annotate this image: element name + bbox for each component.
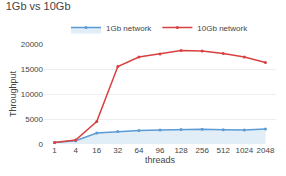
svg-text:256: 256 bbox=[196, 146, 210, 155]
svg-text:64: 64 bbox=[134, 146, 143, 155]
svg-text:1Gb vs 10Gb: 1Gb vs 10Gb bbox=[6, 0, 71, 12]
svg-text:16: 16 bbox=[92, 146, 101, 155]
svg-text:2048: 2048 bbox=[257, 146, 275, 155]
svg-text:threads: threads bbox=[145, 155, 176, 165]
svg-text:4: 4 bbox=[73, 146, 78, 155]
svg-text:10Gb network: 10Gb network bbox=[197, 24, 248, 33]
svg-text:512: 512 bbox=[217, 146, 231, 155]
svg-text:0: 0 bbox=[39, 140, 44, 149]
svg-text:5000: 5000 bbox=[25, 115, 43, 124]
svg-text:1: 1 bbox=[52, 146, 57, 155]
svg-text:1Gb network: 1Gb network bbox=[106, 24, 152, 33]
svg-text:32: 32 bbox=[113, 146, 122, 155]
svg-text:Throughput: Throughput bbox=[8, 70, 18, 117]
svg-text:15000: 15000 bbox=[21, 65, 44, 74]
svg-text:96: 96 bbox=[156, 146, 165, 155]
svg-text:10000: 10000 bbox=[21, 90, 44, 99]
svg-text:128: 128 bbox=[174, 146, 188, 155]
svg-text:20000: 20000 bbox=[21, 40, 44, 49]
svg-text:1024: 1024 bbox=[235, 146, 253, 155]
